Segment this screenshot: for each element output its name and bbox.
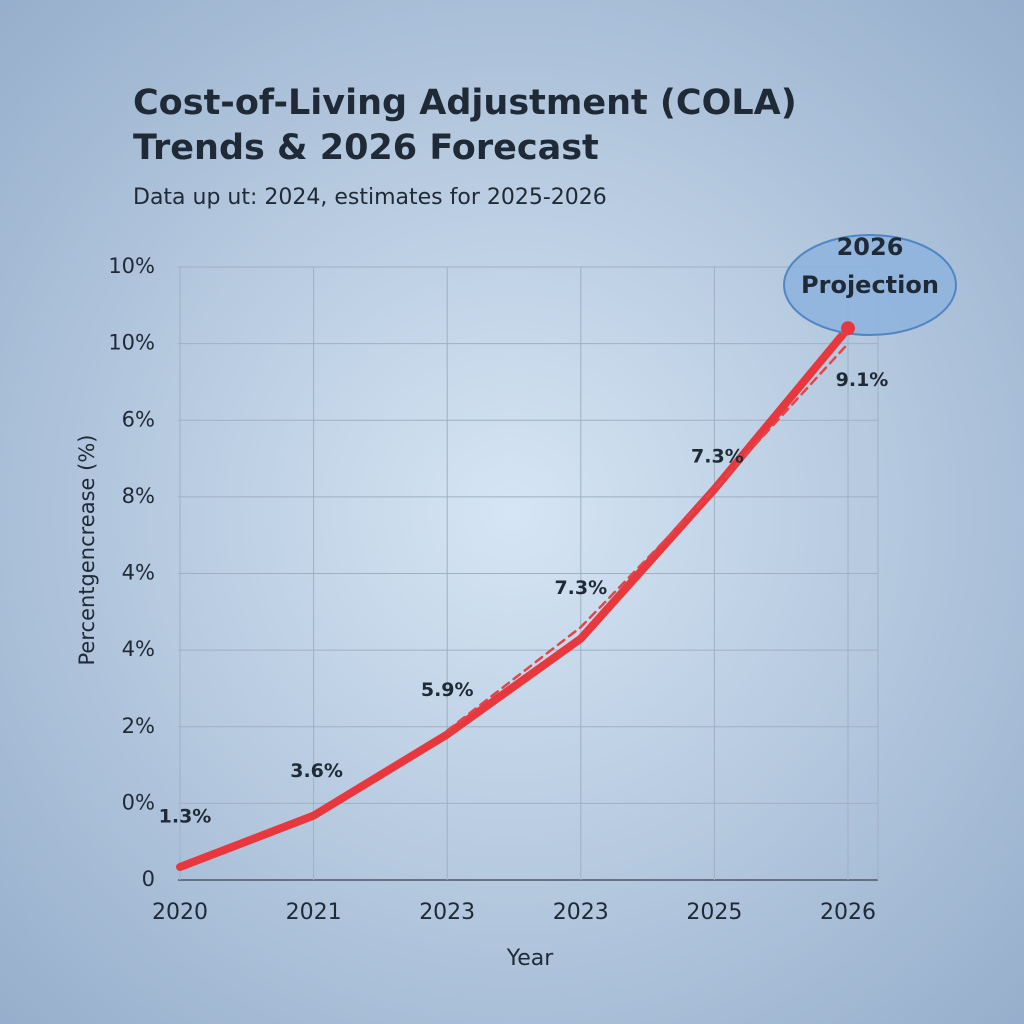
callout-bubble [783,234,957,336]
plot: 1.3% 3.6% 5.9% 7.3% 7.3% 9.1% 2026 Projection [159,233,957,871]
x-tick-label: 2025 [686,900,742,925]
y-axis-label: Percentgencrease (%) [75,435,99,666]
data-annotation: 7.3% [554,577,607,599]
y-tick-label: 6% [122,407,155,431]
dashed-line [445,342,850,732]
end-point [841,321,855,336]
y-tick-label: 10% [108,254,155,278]
x-tick-label: 2021 [286,900,342,925]
y-tick-label: 2% [122,714,155,738]
callout-text: 2026 [837,233,904,261]
y-tick-label: 4% [122,637,155,661]
chart-subtitle: Data up ut: 2024, estimates for 2025-202… [133,185,607,210]
data-annotation: 7.3% [691,446,744,468]
data-annotation: 9.1% [836,369,889,391]
data-annotation: 3.6% [290,760,343,782]
data-annotation: 1.3% [159,805,212,827]
chart-title: Trends & 2026 Forecast [133,128,599,168]
x-tick-label: 2023 [419,900,475,925]
line [176,324,852,871]
y-tick-label: 8% [122,484,155,508]
chart-title: Cost-of-Living Adjustment (COLA) [133,83,797,123]
y-tick-label: 4% [122,561,155,585]
x-tick-label: 2023 [553,900,609,925]
y-tick-label: 10% [108,331,155,355]
x-tick-label: 2020 [152,900,208,925]
data-annotation: 5.9% [421,679,474,701]
grid: 0 0% 2% 4% 4% 8% 6% 10% 10% 2020 2021 2023 2023 2025 2… [108,254,879,925]
y-tick-label: 0 [142,867,155,891]
x-tick-label: 2026 [820,900,876,925]
y-tick-label: 0% [122,790,155,814]
callout-text: Projection [801,271,939,299]
x-axis-label: Year [506,946,555,971]
